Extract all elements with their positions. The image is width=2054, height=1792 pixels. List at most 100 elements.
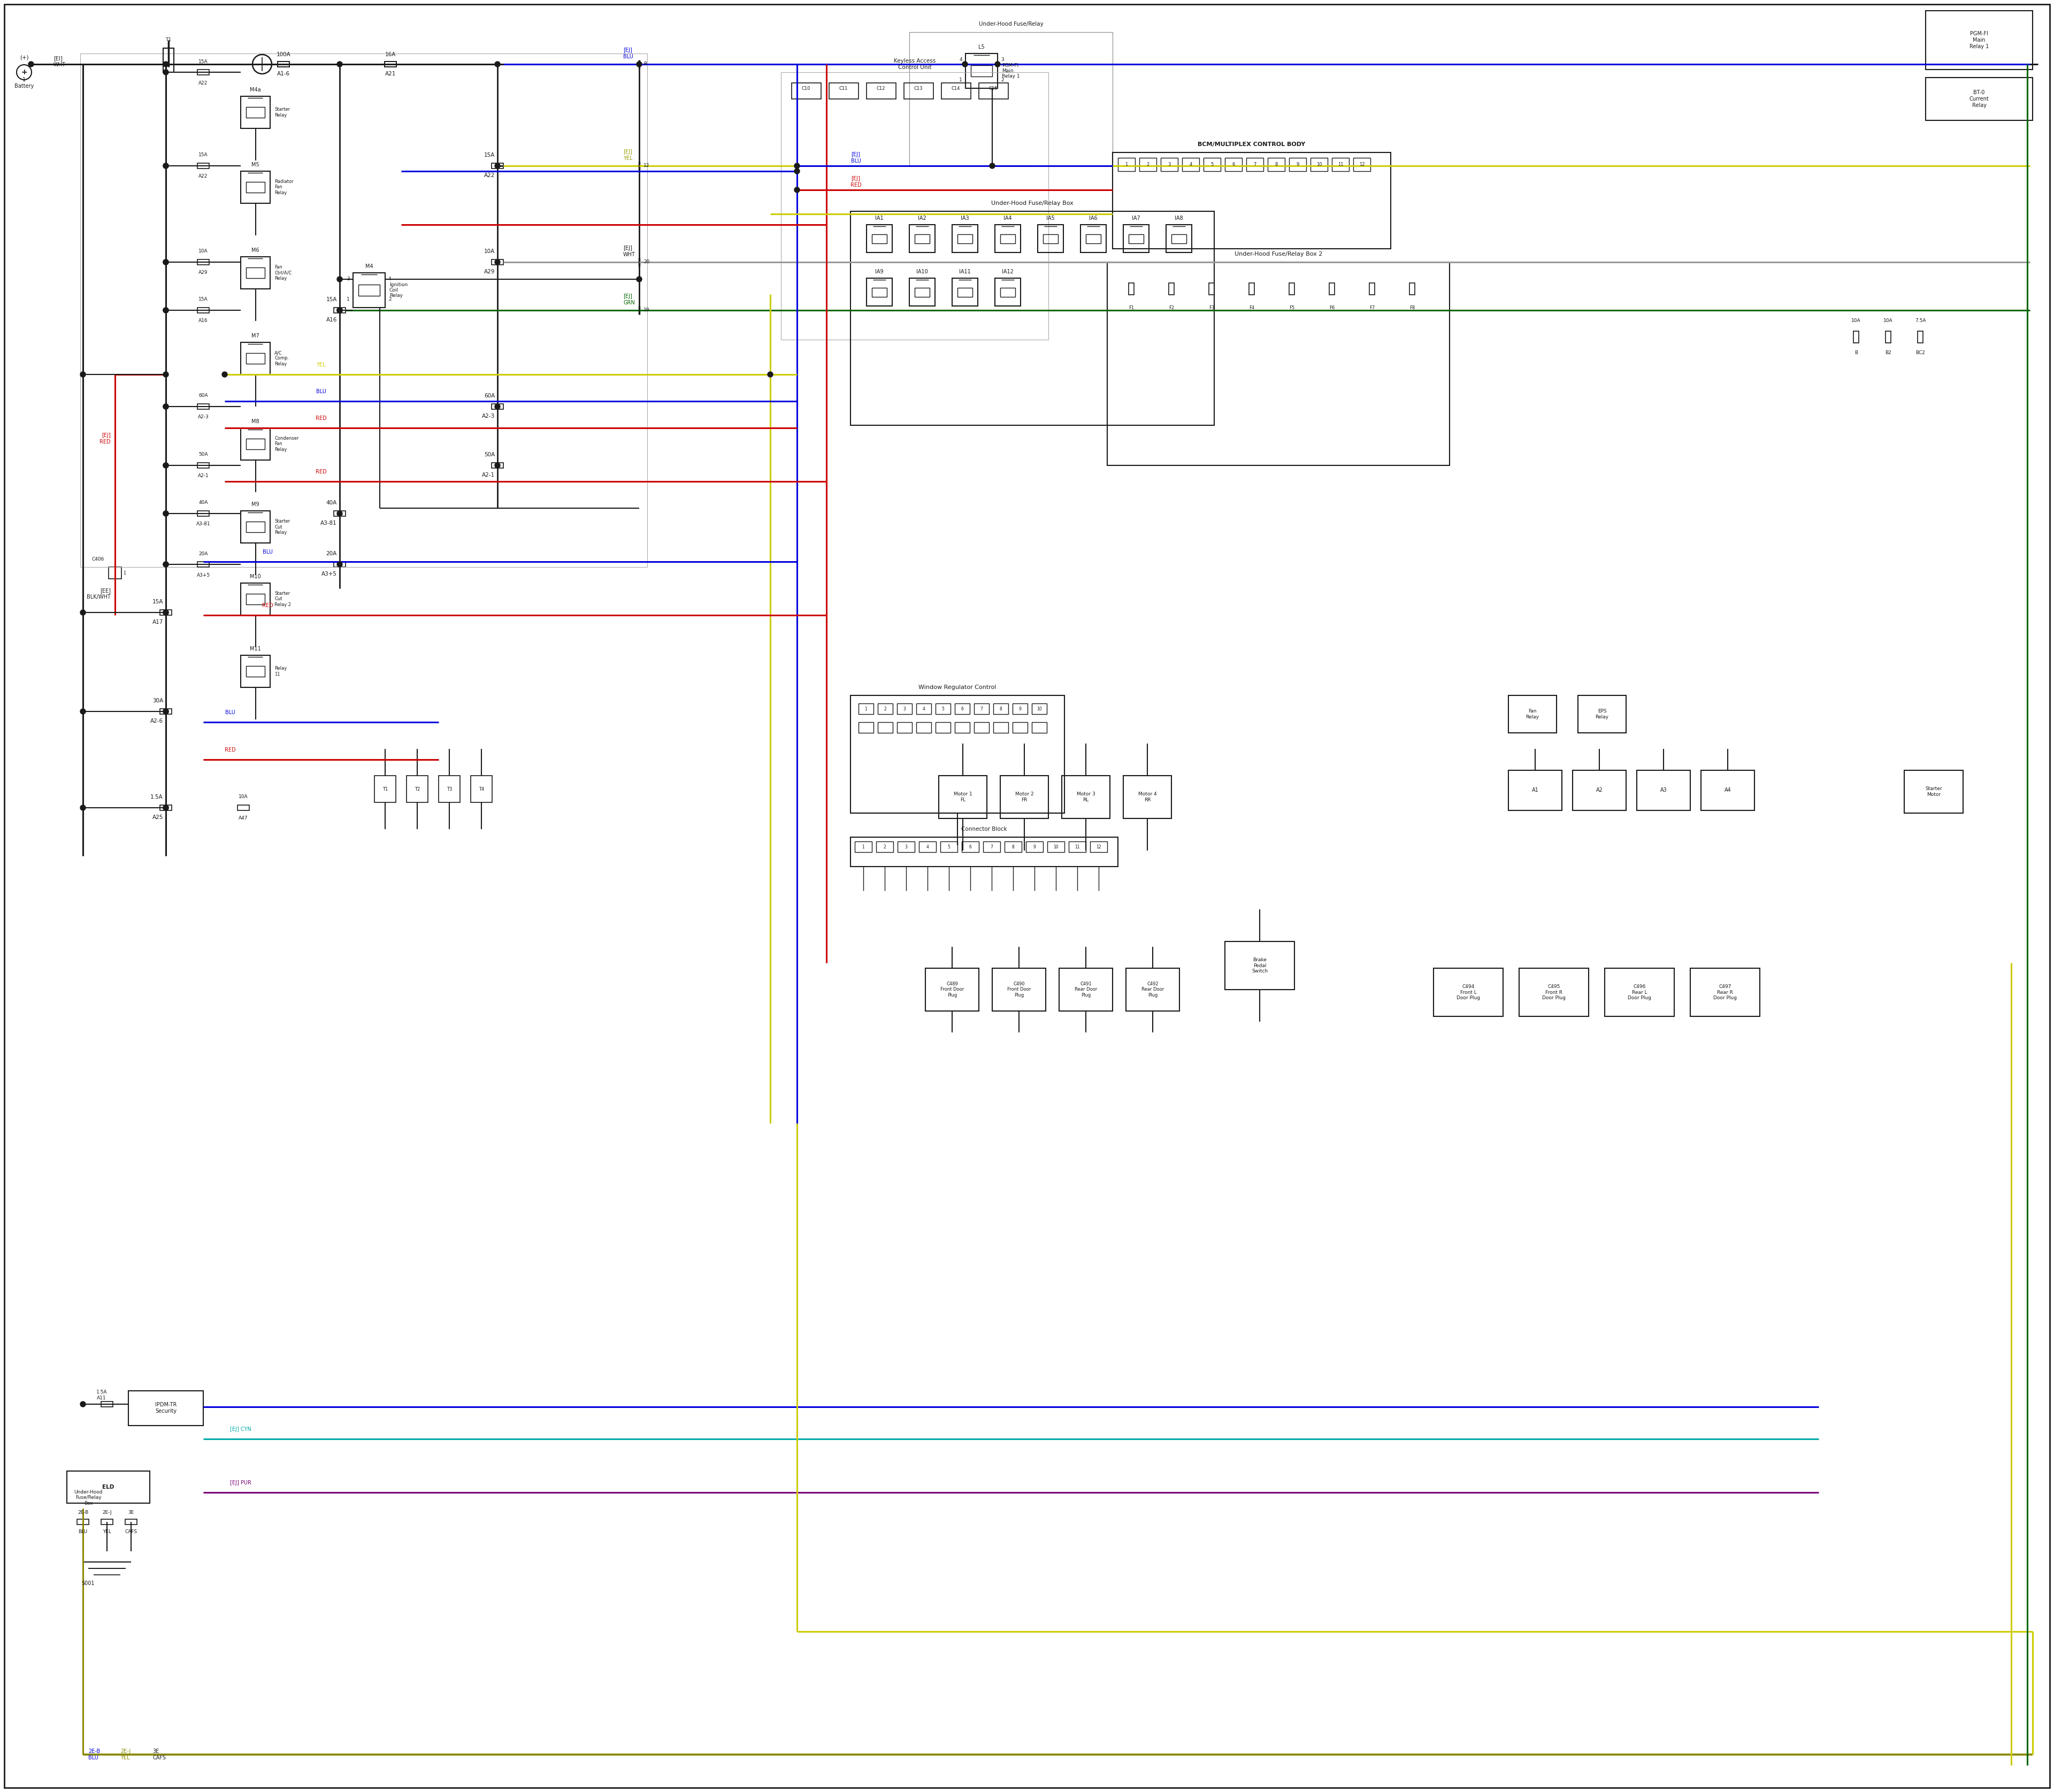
Bar bbox=[1853, 332, 1859, 342]
Text: A22: A22 bbox=[199, 174, 207, 179]
Bar bbox=[898, 722, 912, 733]
Circle shape bbox=[162, 710, 168, 715]
Bar bbox=[935, 722, 951, 733]
Bar bbox=[1604, 968, 1674, 1016]
Text: M5: M5 bbox=[251, 161, 259, 167]
Bar bbox=[1031, 722, 1048, 733]
Text: 2: 2 bbox=[388, 297, 392, 303]
Text: Fan
Ctrl/A/C
Relay: Fan Ctrl/A/C Relay bbox=[275, 265, 292, 281]
Text: T1
1: T1 1 bbox=[166, 38, 170, 48]
Text: PGM-FI
Main
Relay 1: PGM-FI Main Relay 1 bbox=[1970, 30, 1988, 48]
Text: Radiator
Fan
Relay: Radiator Fan Relay bbox=[275, 179, 294, 195]
Bar bbox=[935, 704, 951, 715]
Bar bbox=[898, 842, 914, 853]
Circle shape bbox=[961, 61, 967, 66]
Bar bbox=[1927, 11, 2033, 70]
Text: 4: 4 bbox=[926, 844, 928, 849]
Text: A4: A4 bbox=[1723, 787, 1732, 792]
Bar bbox=[1249, 283, 1255, 294]
Text: C495
Front R
Door Plug: C495 Front R Door Plug bbox=[1543, 984, 1565, 1000]
Text: 6: 6 bbox=[969, 844, 972, 849]
Text: 12: 12 bbox=[1097, 844, 1101, 849]
Text: 10A: 10A bbox=[199, 249, 207, 254]
Text: BLU: BLU bbox=[263, 550, 273, 556]
Text: A2-1: A2-1 bbox=[197, 473, 210, 478]
Circle shape bbox=[637, 61, 641, 66]
Bar bbox=[197, 308, 210, 314]
Text: 2E-B
BLU: 2E-B BLU bbox=[88, 1749, 101, 1760]
Bar bbox=[1573, 771, 1627, 810]
Bar bbox=[1031, 704, 1048, 715]
Text: A3-81: A3-81 bbox=[195, 521, 210, 527]
Text: IA12: IA12 bbox=[1002, 269, 1013, 274]
Bar bbox=[867, 82, 896, 99]
Bar bbox=[1000, 776, 1048, 819]
Bar bbox=[926, 968, 980, 1011]
Bar bbox=[955, 722, 969, 733]
Bar bbox=[877, 704, 893, 715]
Bar bbox=[871, 289, 887, 297]
Text: C13: C13 bbox=[914, 86, 922, 91]
Text: BLU: BLU bbox=[78, 1529, 88, 1534]
Bar bbox=[1224, 158, 1243, 172]
Bar bbox=[1117, 158, 1136, 172]
Bar bbox=[160, 710, 173, 715]
Text: 12: 12 bbox=[643, 163, 649, 168]
Circle shape bbox=[162, 805, 168, 810]
Bar bbox=[791, 82, 822, 99]
Text: 40A: 40A bbox=[199, 500, 207, 505]
Text: B: B bbox=[1855, 351, 1857, 355]
Bar bbox=[781, 72, 1048, 340]
Text: 11: 11 bbox=[1337, 161, 1343, 167]
Circle shape bbox=[162, 163, 168, 168]
Text: 5: 5 bbox=[941, 706, 945, 711]
Text: Under-Hood Fuse/Relay: Under-Hood Fuse/Relay bbox=[978, 22, 1043, 27]
Bar bbox=[914, 235, 930, 244]
Bar bbox=[1247, 158, 1263, 172]
Text: C494
Front L
Door Plug: C494 Front L Door Plug bbox=[1456, 984, 1481, 1000]
Bar bbox=[197, 70, 210, 75]
Text: C10: C10 bbox=[801, 86, 811, 91]
Circle shape bbox=[162, 511, 168, 516]
Bar bbox=[974, 722, 990, 733]
Circle shape bbox=[162, 609, 168, 615]
Text: RED: RED bbox=[263, 602, 273, 607]
Text: 6: 6 bbox=[1232, 161, 1234, 167]
Text: [EJ] PUR: [EJ] PUR bbox=[230, 1480, 251, 1486]
Text: 10: 10 bbox=[1317, 161, 1323, 167]
Circle shape bbox=[162, 710, 168, 715]
Bar bbox=[939, 776, 986, 819]
Text: T1: T1 bbox=[382, 787, 388, 792]
Text: F8: F8 bbox=[1409, 305, 1415, 310]
Bar bbox=[994, 224, 1021, 253]
Circle shape bbox=[162, 260, 168, 265]
Text: [EJ]
YEL: [EJ] YEL bbox=[622, 149, 633, 161]
Bar bbox=[1637, 771, 1690, 810]
Bar bbox=[197, 462, 210, 468]
Bar bbox=[109, 566, 121, 579]
Circle shape bbox=[162, 163, 168, 168]
Bar bbox=[877, 722, 893, 733]
Bar bbox=[904, 82, 933, 99]
Bar bbox=[240, 256, 271, 289]
Bar bbox=[850, 695, 1064, 814]
Bar bbox=[1140, 158, 1156, 172]
Bar bbox=[240, 428, 271, 461]
Bar bbox=[1886, 332, 1892, 342]
Bar bbox=[333, 561, 345, 566]
Circle shape bbox=[637, 276, 641, 281]
Circle shape bbox=[337, 308, 343, 314]
Text: 8: 8 bbox=[1000, 706, 1002, 711]
Text: A16: A16 bbox=[327, 317, 337, 323]
Text: L5: L5 bbox=[978, 45, 984, 50]
Text: F2: F2 bbox=[1169, 305, 1175, 310]
Bar bbox=[974, 704, 990, 715]
Bar bbox=[1210, 283, 1214, 294]
Text: (+): (+) bbox=[21, 56, 29, 61]
Bar bbox=[353, 272, 386, 308]
Bar bbox=[859, 704, 873, 715]
Text: 9: 9 bbox=[1033, 844, 1035, 849]
Bar bbox=[246, 267, 265, 278]
Text: 10: 10 bbox=[1037, 706, 1041, 711]
Text: 15A: 15A bbox=[327, 297, 337, 303]
